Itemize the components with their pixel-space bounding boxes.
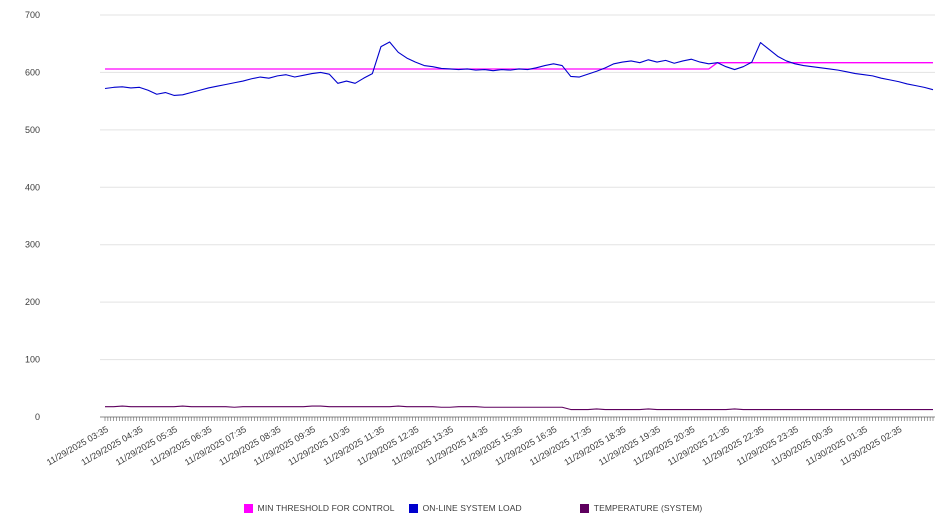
legend-item-system-load[interactable]: ON-LINE SYSTEM LOAD — [408, 503, 522, 513]
y-axis-tick-label: 0 — [35, 412, 40, 422]
legend-item-min-threshold[interactable]: MIN THRESHOLD FOR CONTROL — [243, 503, 395, 513]
legend-label-min-threshold: MIN THRESHOLD FOR CONTROL — [257, 503, 395, 513]
legend-swatch-blue — [408, 503, 418, 513]
legend-item-temperature[interactable]: TEMPERATURE (SYSTEM) — [579, 503, 703, 513]
y-axis-tick-label: 500 — [25, 125, 40, 135]
y-axis-tick-label: 300 — [25, 240, 40, 250]
y-axis-tick-label: 200 — [25, 297, 40, 307]
legend-swatch-purple — [579, 503, 589, 513]
series-line-2 — [105, 405, 933, 411]
chart-legend: MIN THRESHOLD FOR CONTROL ON-LINE SYSTEM… — [0, 498, 946, 518]
legend-swatch-magenta — [243, 503, 253, 513]
series-line-1 — [104, 41, 934, 96]
y-axis-tick-label: 400 — [25, 182, 40, 192]
y-axis-tick-label: 100 — [25, 355, 40, 365]
x-axis-tick-label: 11/30/2025 02:35 — [838, 424, 903, 467]
legend-label-temperature: TEMPERATURE (SYSTEM) — [593, 503, 703, 513]
y-axis-tick-label: 700 — [25, 10, 40, 20]
y-axis-tick-label: 600 — [25, 67, 40, 77]
legend-label-system-load: ON-LINE SYSTEM LOAD — [422, 503, 522, 513]
